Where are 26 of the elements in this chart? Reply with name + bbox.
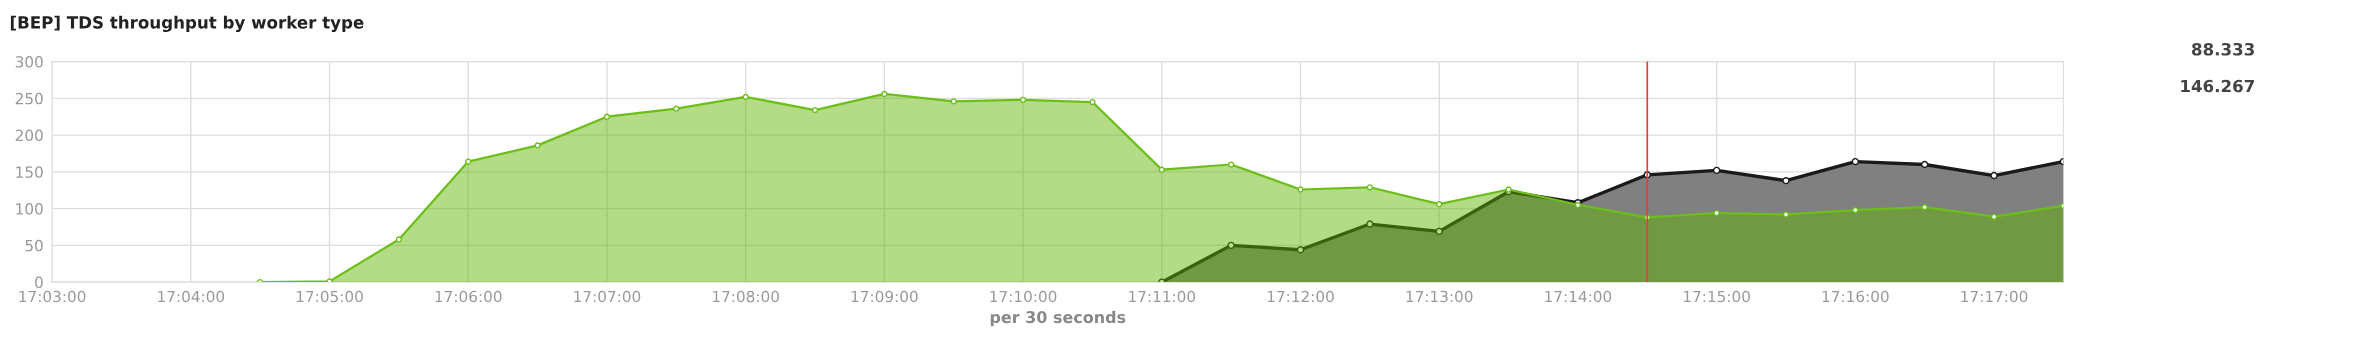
- y-tick-label: 150: [16, 166, 43, 178]
- y-tick-label: 300: [15, 56, 43, 68]
- y-tick-label: 100: [16, 203, 43, 215]
- y-tick-label: 250: [15, 92, 43, 105]
- x-tick-label: 17:06:00: [435, 290, 502, 303]
- text: 146.267: [2181, 79, 2254, 93]
- x-tick-label: 17:08:00: [713, 290, 779, 303]
- x-tick-label: 17:13:00: [1406, 290, 1473, 303]
- x-tick-label: 17:03:00: [19, 290, 86, 303]
- x-tick-label: 17:17:00: [1961, 290, 2028, 303]
- x-tick-label: 17:16:00: [1822, 290, 1889, 303]
- x-tick-label: 17:11:00: [1129, 290, 1196, 303]
- x-tick-label: 17:10:00: [990, 290, 1057, 303]
- x-tick-label: 17:09:00: [851, 290, 918, 303]
- x-axis-title: per 30 seconds: [990, 310, 1126, 327]
- y-tick-label: 200: [15, 129, 43, 142]
- x-tick-label: 17:04:00: [158, 290, 225, 303]
- x-tick-label: 17:12:00: [1267, 290, 1334, 303]
- text: 88.333: [2191, 42, 2254, 56]
- x-tick-label: 17:15:00: [1683, 290, 1750, 303]
- x-tick-label: 17:05:00: [296, 290, 363, 303]
- chart-title: [BEP] TDS throughput by worker type: [10, 15, 364, 33]
- x-tick-label: 17:14:00: [1545, 290, 1612, 303]
- y-tick-label: 0: [35, 276, 43, 289]
- x-tick-label: 17:07:00: [574, 290, 641, 303]
- y-tick-label: 50: [25, 239, 43, 252]
